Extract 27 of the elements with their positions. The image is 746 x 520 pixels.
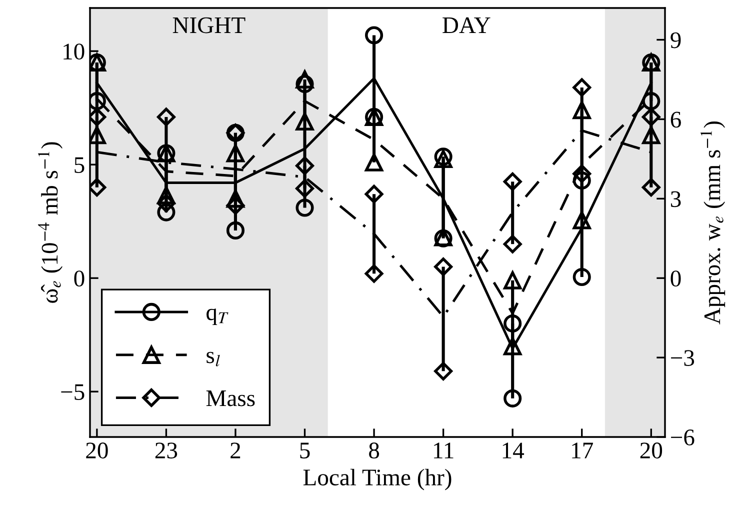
x-tick-label: 8 bbox=[369, 442, 380, 458]
x-tick-label: 23 bbox=[155, 442, 178, 458]
y2-axis-title: Approx. w$_{e}$ (mm s$^{−1}$) bbox=[700, 121, 726, 324]
y2-tick-label: −6 bbox=[671, 430, 694, 446]
x-tick-label: 11 bbox=[434, 442, 454, 458]
y-tick-label: 0 bbox=[74, 270, 84, 287]
legend-label: q$_{T}$ bbox=[206, 308, 228, 326]
x-tick-label: 20 bbox=[86, 442, 108, 458]
x-tick-label: 2 bbox=[230, 442, 240, 458]
x-tick-label: 17 bbox=[572, 442, 593, 458]
y2-tick-label: 0 bbox=[670, 270, 681, 287]
y-tick-label: −5 bbox=[61, 384, 84, 400]
x-axis-title: Local Time (hr) bbox=[303, 468, 452, 490]
annotation: DAY bbox=[442, 17, 490, 34]
y2-tick-label: 6 bbox=[670, 112, 681, 128]
y-axis-title: ω̂$_{e}$ (10$^{−4}$ mb s$^{−1}$) bbox=[38, 142, 63, 303]
y-tick-label: 5 bbox=[74, 157, 84, 174]
x-tick-label: 14 bbox=[502, 442, 524, 458]
y2-tick-label: 3 bbox=[670, 191, 681, 208]
x-tick-label: 20 bbox=[640, 442, 662, 458]
y-tick-label: 10 bbox=[64, 44, 84, 60]
legend-label: Mass bbox=[206, 390, 255, 406]
x-tick-label: 5 bbox=[300, 442, 310, 458]
legend-label: s$_{l}$ bbox=[206, 352, 220, 366]
y2-tick-label: −3 bbox=[671, 350, 694, 366]
y2-tick-label: 9 bbox=[670, 32, 681, 48]
annotation: NIGHT bbox=[172, 17, 246, 34]
